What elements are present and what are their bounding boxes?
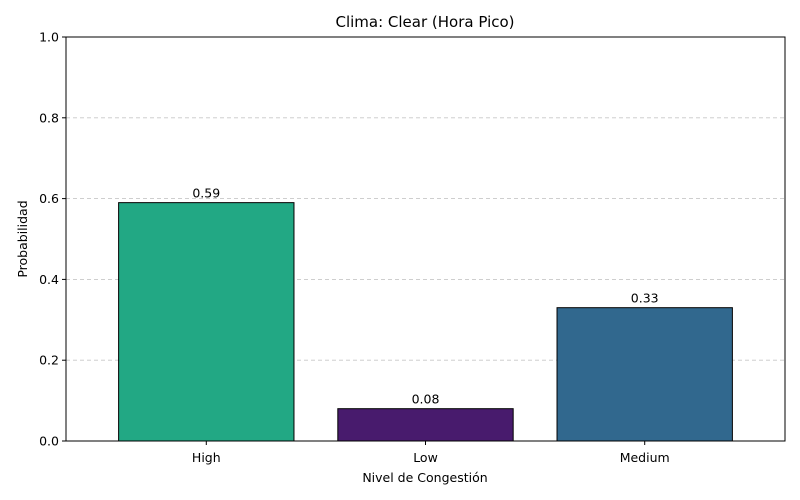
y-tick-label: 0.0: [39, 434, 59, 449]
bar-medium: [556, 307, 733, 442]
y-tick-label: 0.8: [39, 110, 59, 125]
bars: 0.59 0.08 0.33: [118, 186, 733, 442]
y-tick-label: 1.0: [39, 30, 59, 45]
chart-title: Clima: Clear (Hora Pico): [335, 13, 514, 31]
y-axis-ticks: 0.0 0.2 0.4 0.6 0.8 1.0: [39, 30, 66, 449]
bar-value-label: 0.59: [192, 186, 220, 201]
bar-high: [118, 202, 295, 442]
plot-frame: [65, 36, 786, 442]
x-tick-label: Medium: [620, 450, 670, 465]
y-axis-label: Probabilidad: [15, 200, 30, 277]
bar-value-label: 0.08: [412, 392, 440, 407]
x-tick-label: High: [192, 450, 221, 465]
x-axis-ticks: High Low Medium: [192, 441, 670, 465]
y-tick-label: 0.2: [39, 353, 59, 368]
x-tick-label: Low: [413, 450, 438, 465]
bar-value-label: 0.33: [631, 291, 659, 306]
y-tick-label: 0.4: [39, 272, 59, 287]
y-tick-label: 0.6: [39, 191, 59, 206]
bar-low: [337, 408, 514, 442]
x-axis-label: Nivel de Congestión: [362, 470, 487, 485]
